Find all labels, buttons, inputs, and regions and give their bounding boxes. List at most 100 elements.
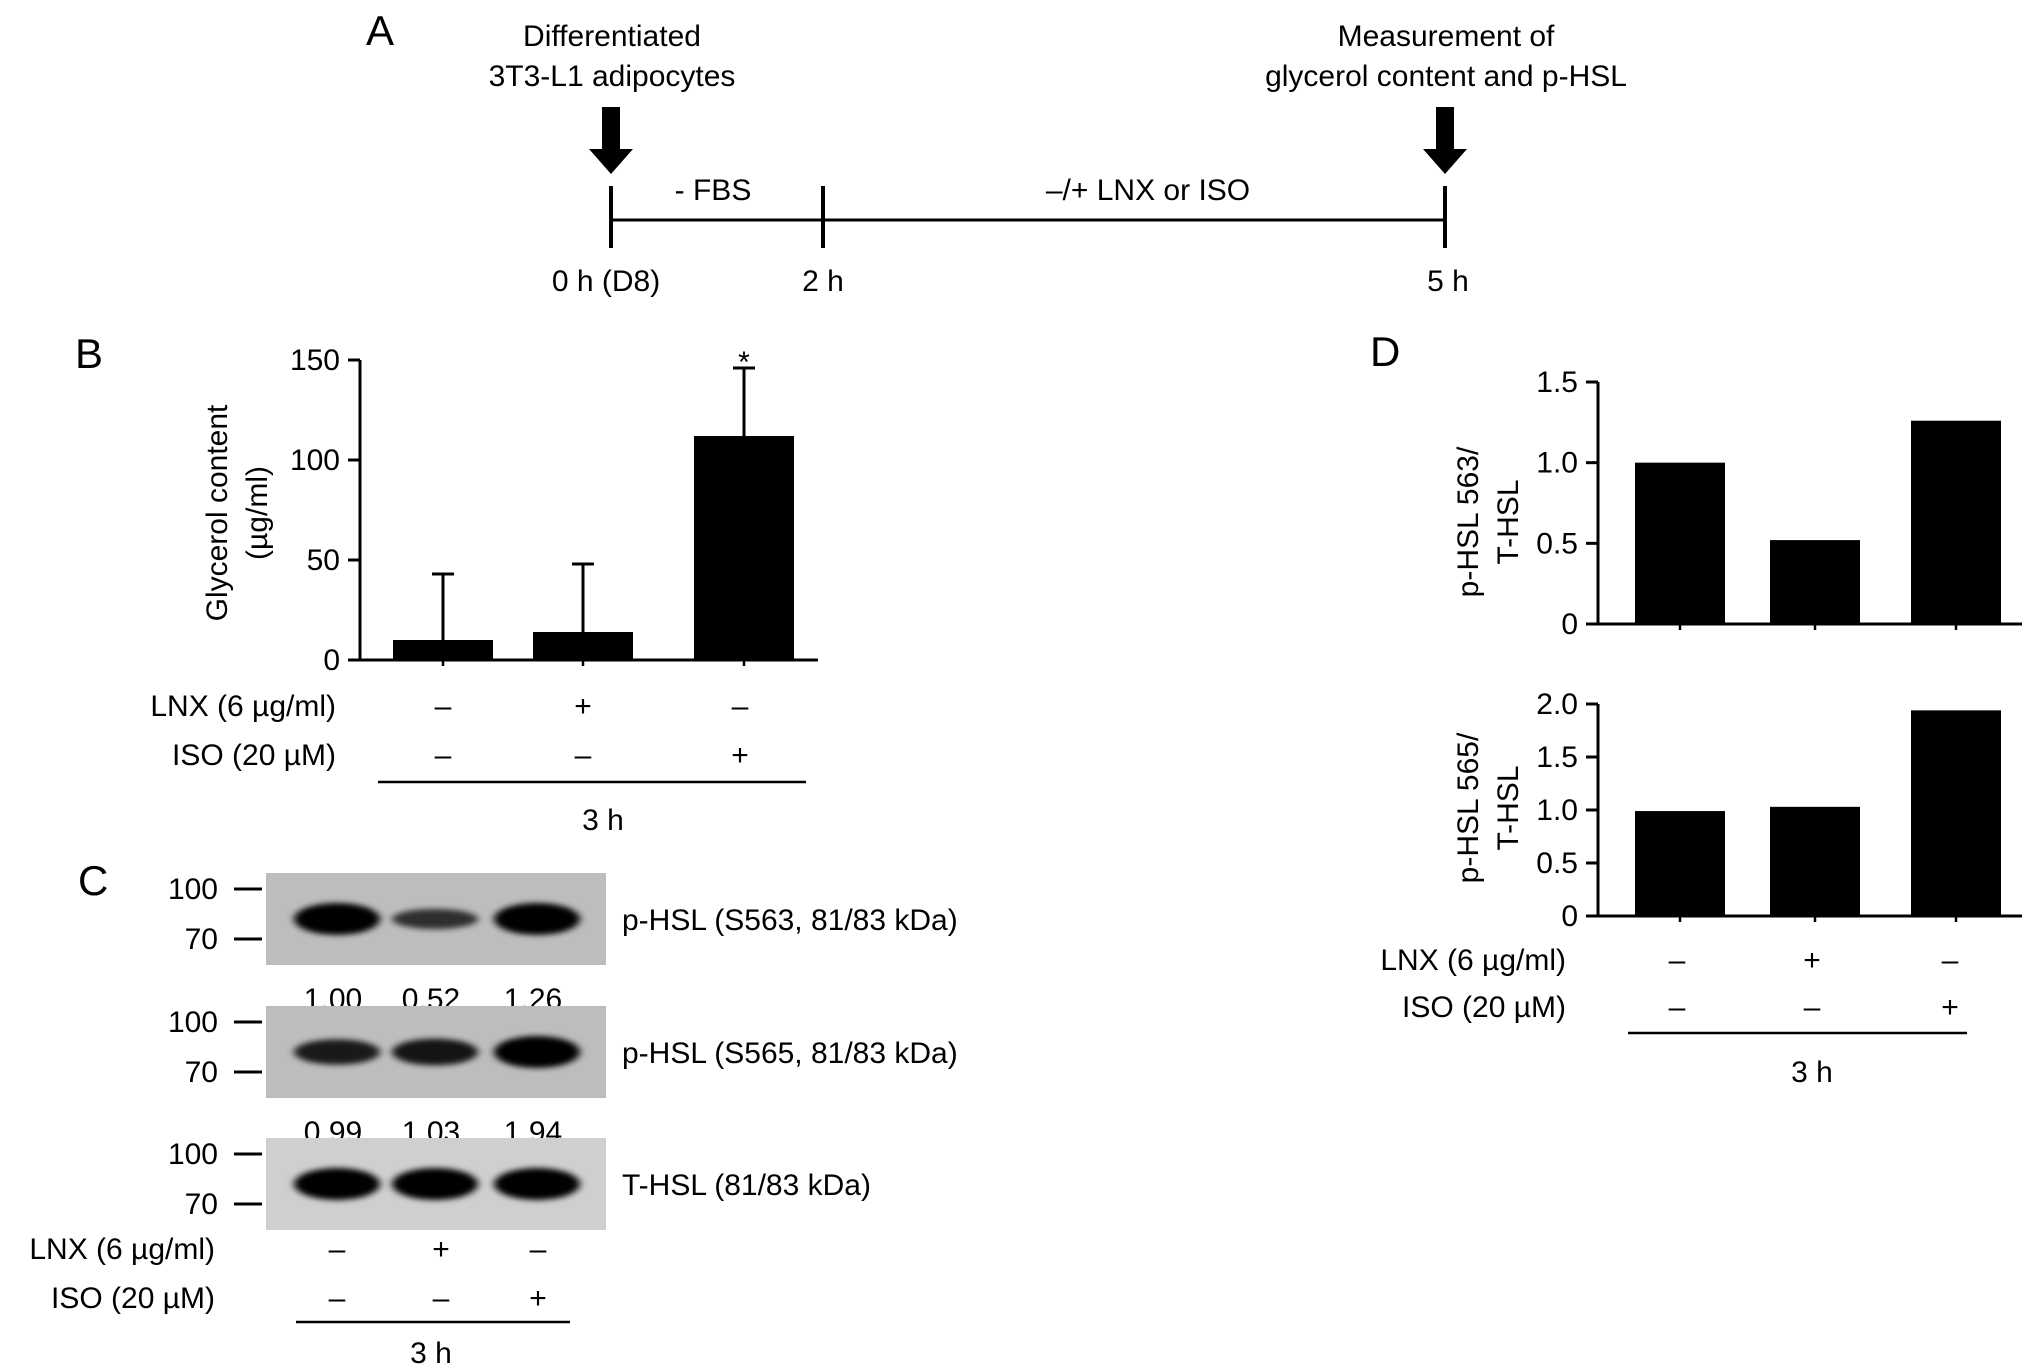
protein-band bbox=[294, 903, 380, 935]
y-tick-label: 150 bbox=[290, 344, 340, 377]
panel-b-time-label: 3 h bbox=[582, 804, 624, 837]
mw-marker-label: 100 bbox=[168, 1006, 218, 1039]
panel-d-top-ylabel-line2: T-HSL bbox=[1492, 479, 1525, 564]
panel-b: B Glycerol content (µg/ml) 0 50 100 150 * L… bbox=[75, 330, 818, 837]
panel-a: A Differentiated 3T3-L1 adipocytes Measu… bbox=[366, 7, 1627, 298]
panel-b-treatment-signs: – + – – – + bbox=[435, 690, 749, 772]
bar bbox=[393, 640, 493, 660]
protein-band bbox=[494, 1168, 580, 1200]
panel-a-letter: A bbox=[366, 7, 394, 54]
iso-sign: + bbox=[529, 1282, 547, 1315]
y-tick-label: 100 bbox=[290, 444, 340, 477]
panel-d-bottom-ylabel-line1: p-HSL 565/ bbox=[1452, 732, 1485, 883]
panel-d-bottom-ylabel-line2: T-HSL bbox=[1492, 765, 1525, 850]
panel-d-bottom-bar-chart: 0 0.5 1.0 1.5 2.0 bbox=[1536, 688, 2022, 933]
panel-c-letter: C bbox=[78, 857, 108, 904]
lnx-sign: – bbox=[530, 1233, 547, 1266]
y-tick-label: 50 bbox=[307, 544, 340, 577]
iso-sign: + bbox=[1941, 991, 1959, 1024]
protein-band bbox=[494, 1036, 580, 1068]
y-tick-label: 2.0 bbox=[1536, 688, 1578, 721]
lnx-sign: + bbox=[432, 1233, 450, 1266]
start-arrow-icon bbox=[589, 107, 633, 174]
start-label-line2: 3T3-L1 adipocytes bbox=[489, 60, 736, 93]
blot-label: p-HSL (S563, 81/83 kDa) bbox=[622, 904, 958, 937]
protein-band bbox=[392, 908, 478, 930]
panel-b-lnx-label: LNX (6 µg/ml) bbox=[150, 690, 336, 723]
panel-d-top-bar-chart: 0 0.5 1.0 1.5 bbox=[1536, 366, 2022, 641]
panel-d-iso-label: ISO (20 µM) bbox=[1402, 991, 1566, 1024]
mw-marker-label: 70 bbox=[185, 1056, 218, 1089]
panel-b-bar-chart: 0 50 100 150 bbox=[290, 344, 818, 677]
panel-c-time-label: 3 h bbox=[410, 1337, 452, 1370]
panel-b-ylabel-line1: Glycerol content bbox=[201, 404, 234, 621]
end-label-line2: glycerol content and p-HSL bbox=[1265, 60, 1627, 93]
iso-sign: – bbox=[435, 739, 452, 772]
protein-band bbox=[294, 1039, 380, 1065]
start-label-line1: Differentiated bbox=[523, 20, 701, 53]
y-tick-label: 0.5 bbox=[1536, 527, 1578, 560]
tick-2h-label: 2 h bbox=[802, 265, 844, 298]
panel-b-ylabel: Glycerol content (µg/ml) bbox=[201, 404, 274, 621]
end-label-line1: Measurement of bbox=[1338, 20, 1555, 53]
iso-sign: – bbox=[433, 1282, 450, 1315]
panel-d-treatment-signs: – + – – – + bbox=[1669, 944, 1959, 1024]
lnx-sign: – bbox=[1942, 944, 1959, 977]
mw-marker-label: 100 bbox=[168, 873, 218, 906]
panel-d: D p-HSL 563/ T-HSL 0 0.5 1.0 1.5 p-HSL 565/… bbox=[1370, 328, 2022, 1089]
panel-b-ylabel-line2: (µg/ml) bbox=[241, 466, 274, 560]
iso-sign: – bbox=[1804, 991, 1821, 1024]
y-tick-label: 1.5 bbox=[1536, 741, 1578, 774]
y-tick-label: 0 bbox=[1561, 608, 1578, 641]
iso-sign: + bbox=[731, 739, 749, 772]
y-tick-label: 0 bbox=[1561, 900, 1578, 933]
y-tick-label: 1.5 bbox=[1536, 366, 1578, 399]
blot-label: p-HSL (S565, 81/83 kDa) bbox=[622, 1037, 958, 1070]
iso-sign: – bbox=[329, 1282, 346, 1315]
bar bbox=[1911, 420, 2001, 624]
bar bbox=[1635, 811, 1725, 916]
significance-asterisk: * bbox=[738, 346, 750, 379]
bar bbox=[1770, 540, 1860, 624]
bar bbox=[694, 436, 794, 660]
panel-d-lnx-label: LNX (6 µg/ml) bbox=[1380, 944, 1566, 977]
protein-band bbox=[392, 1038, 478, 1066]
panel-d-top-ylabel: p-HSL 563/ T-HSL bbox=[1452, 446, 1525, 597]
panel-b-letter: B bbox=[75, 330, 103, 377]
protein-band bbox=[392, 1168, 478, 1200]
lnx-sign: – bbox=[732, 690, 749, 723]
panel-d-time-label: 3 h bbox=[1791, 1056, 1833, 1089]
end-arrow-icon bbox=[1423, 107, 1467, 174]
lnx-sign: – bbox=[435, 690, 452, 723]
blot-label: T-HSL (81/83 kDa) bbox=[622, 1169, 871, 1202]
lnx-sign: – bbox=[329, 1233, 346, 1266]
panel-d-bottom-ylabel: p-HSL 565/ T-HSL bbox=[1452, 732, 1525, 883]
lnx-sign: + bbox=[574, 690, 592, 723]
bar bbox=[1770, 806, 1860, 916]
panel-d-letter: D bbox=[1370, 328, 1400, 375]
iso-sign: – bbox=[575, 739, 592, 772]
bar bbox=[1635, 462, 1725, 624]
lnx-sign: + bbox=[1803, 944, 1821, 977]
y-tick-label: 0.5 bbox=[1536, 847, 1578, 880]
mw-marker-label: 70 bbox=[185, 923, 218, 956]
y-tick-label: 1.0 bbox=[1536, 447, 1578, 480]
panel-c-lnx-label: LNX (6 µg/ml) bbox=[29, 1233, 215, 1266]
y-tick-label: 1.0 bbox=[1536, 794, 1578, 827]
bar bbox=[1911, 710, 2001, 916]
tick-0h-label: 0 h (D8) bbox=[552, 265, 660, 298]
protein-band bbox=[494, 903, 580, 935]
panel-d-top-ylabel-line1: p-HSL 563/ bbox=[1452, 446, 1485, 597]
panel-c-treatment-signs: – + – – – + bbox=[329, 1233, 547, 1315]
segment-fbs-label: - FBS bbox=[675, 174, 752, 207]
tick-5h-label: 5 h bbox=[1427, 265, 1469, 298]
mw-marker-label: 70 bbox=[185, 1188, 218, 1221]
iso-sign: – bbox=[1669, 991, 1686, 1024]
protein-band bbox=[294, 1168, 380, 1200]
segment-treatment-label: –/+ LNX or ISO bbox=[1046, 174, 1250, 207]
y-tick-label: 0 bbox=[323, 644, 340, 677]
bar bbox=[533, 632, 633, 660]
